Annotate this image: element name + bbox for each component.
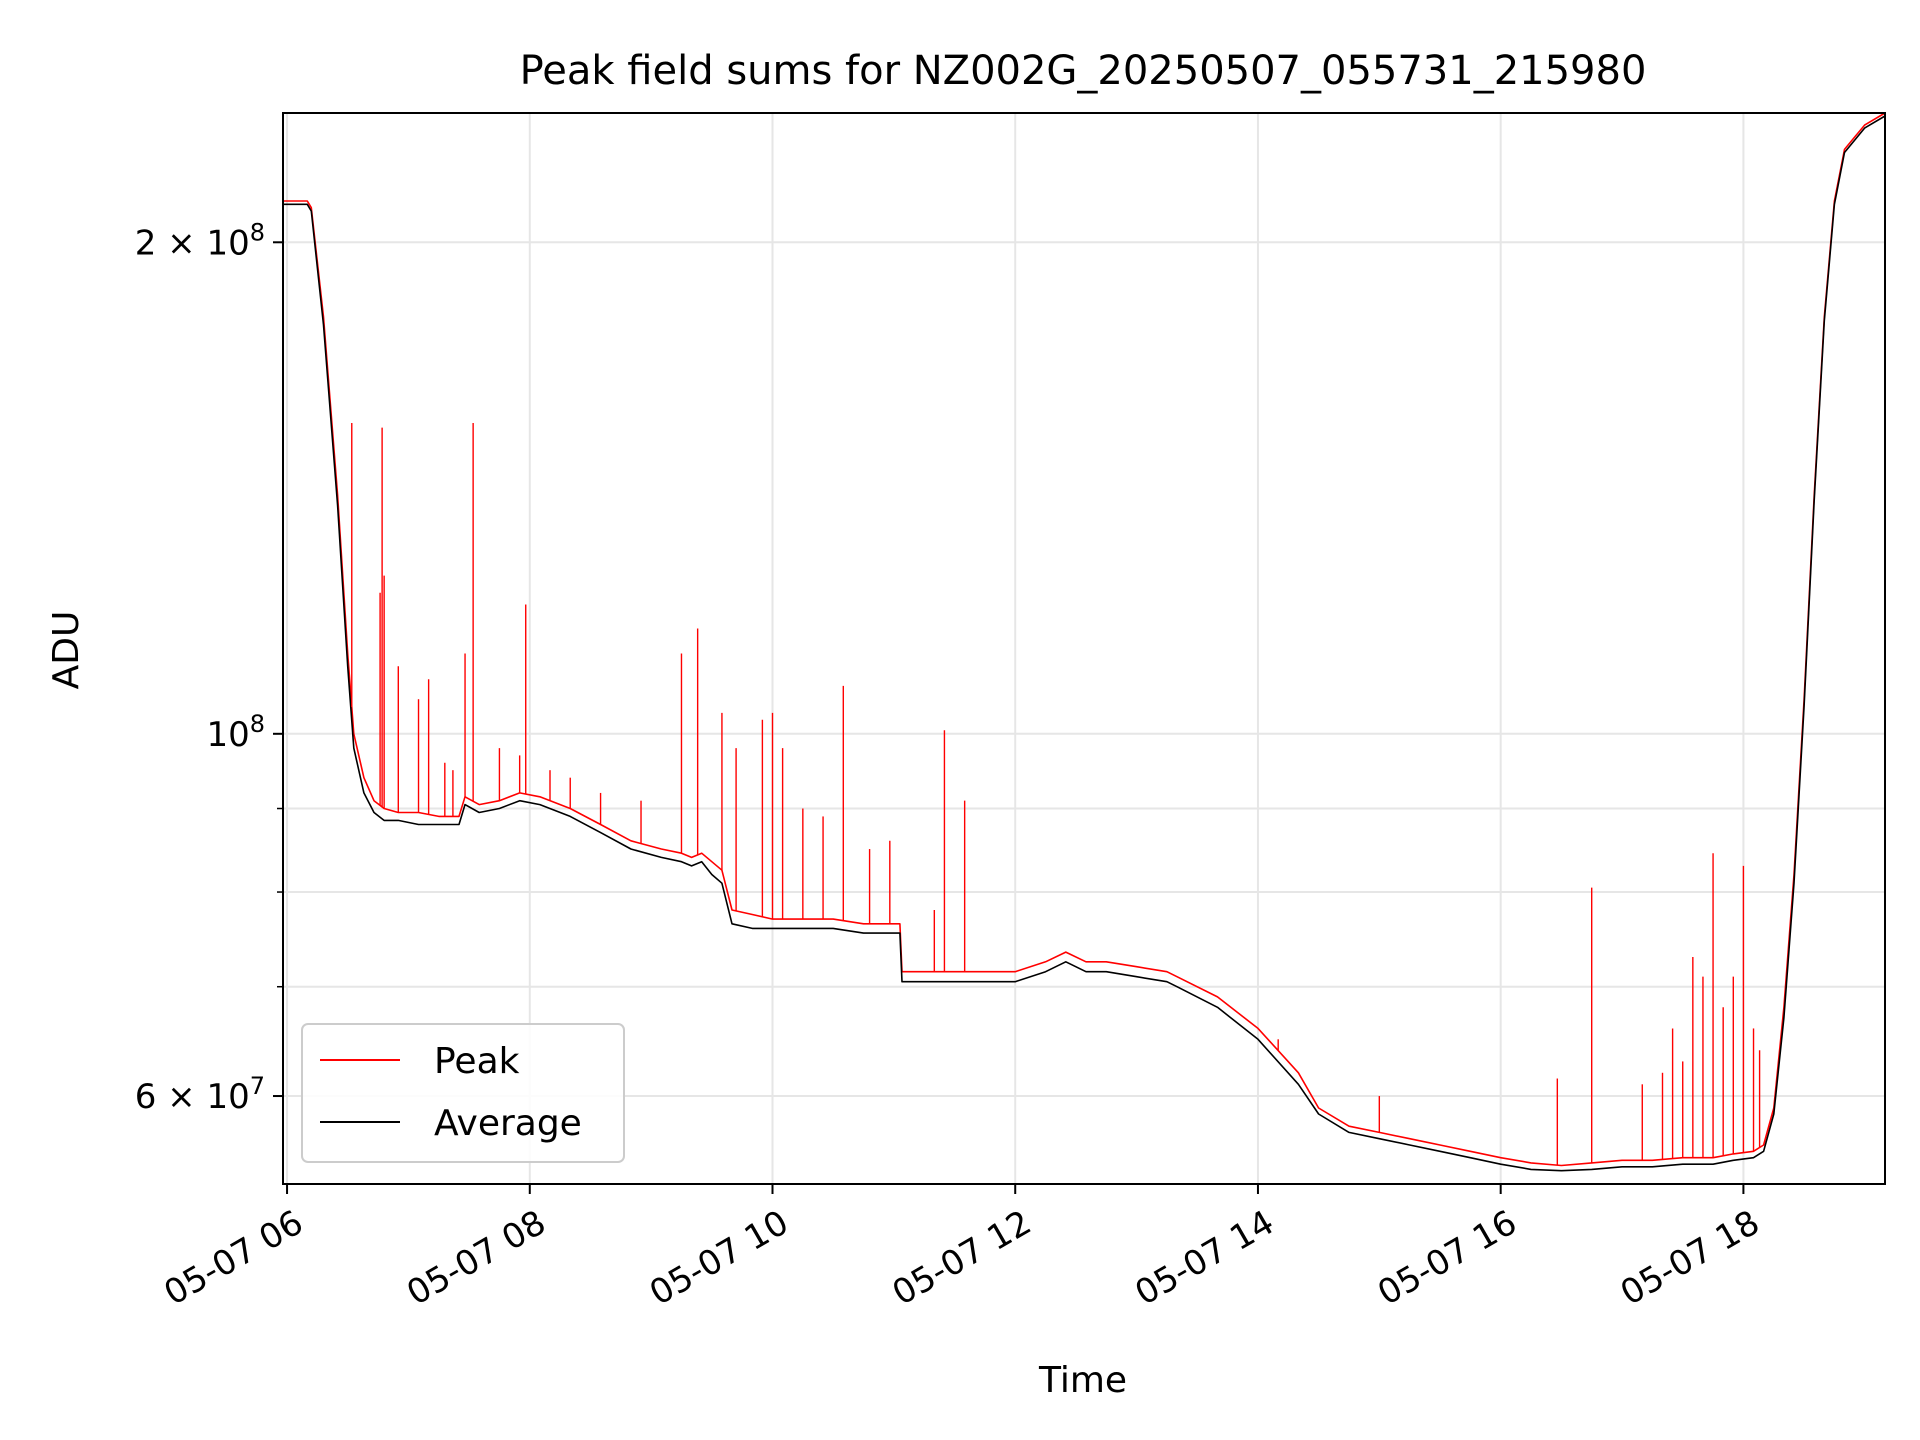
y-axis-ticks: 2 × 108 108 6 × 107 — [135, 218, 283, 1117]
legend-peak-label: Peak — [434, 1041, 520, 1082]
series-peak-line — [283, 112, 1886, 1167]
y-axis-label: ADU — [46, 611, 87, 690]
plot-series — [283, 112, 1886, 1172]
y-tick-label: 108 — [206, 710, 265, 755]
legend-box — [301, 1023, 625, 1163]
plot-frame — [282, 112, 1886, 1185]
legend-average-label: Average — [434, 1103, 582, 1144]
series-average-line — [283, 115, 1886, 1172]
chart-title: Peak field sums for NZ002G_20250507_0557… — [520, 48, 1647, 94]
grid — [283, 113, 1885, 1184]
legend: Peak Average — [301, 1023, 625, 1163]
y-tick-label: 2 × 108 — [135, 218, 265, 263]
x-axis-label: Time — [1038, 1360, 1127, 1401]
y-tick-label: 6 × 107 — [135, 1072, 265, 1117]
